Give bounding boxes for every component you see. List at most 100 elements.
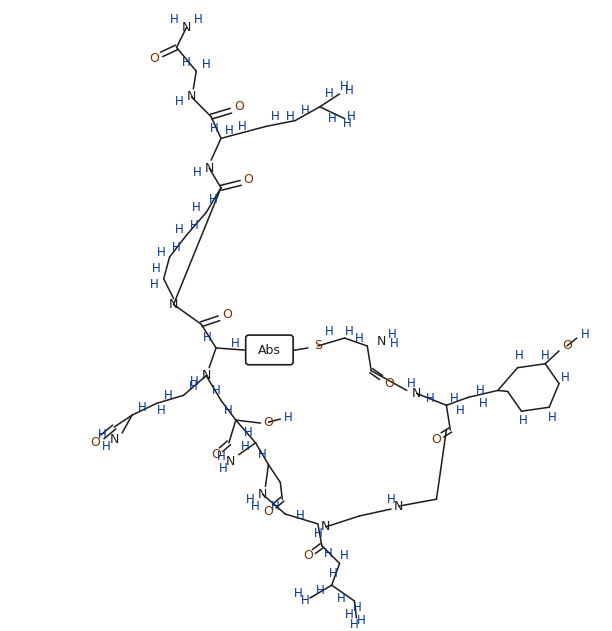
Text: O: O [149, 52, 159, 65]
Text: H: H [157, 404, 166, 416]
Text: H: H [223, 404, 233, 416]
Text: O: O [91, 437, 100, 449]
Text: H: H [202, 58, 211, 71]
Text: H: H [345, 608, 354, 622]
Text: H: H [258, 448, 267, 461]
Text: H: H [350, 618, 359, 631]
Text: Abs: Abs [258, 345, 281, 357]
Text: H: H [98, 428, 106, 442]
Text: H: H [345, 324, 354, 338]
Text: H: H [326, 88, 334, 100]
Text: N: N [321, 521, 330, 533]
Text: H: H [347, 110, 356, 123]
Text: O: O [431, 433, 441, 446]
Text: H: H [426, 392, 435, 405]
Text: N: N [187, 90, 196, 103]
Text: H: H [315, 584, 324, 597]
Text: H: H [189, 380, 198, 393]
Text: H: H [152, 262, 161, 275]
Text: H: H [190, 375, 199, 388]
Text: H: H [138, 401, 146, 414]
Text: N: N [258, 488, 267, 501]
Text: N: N [201, 369, 211, 382]
Text: H: H [218, 462, 227, 475]
Text: H: H [203, 331, 212, 343]
Text: H: H [390, 338, 398, 350]
Text: H: H [210, 122, 218, 135]
Text: H: H [244, 427, 253, 439]
Text: H: H [329, 567, 338, 580]
Text: H: H [175, 223, 184, 236]
Text: H: H [345, 85, 354, 97]
Text: H: H [406, 377, 415, 390]
Text: H: H [157, 245, 166, 259]
Text: N: N [376, 334, 386, 348]
Text: O: O [384, 377, 394, 390]
FancyBboxPatch shape [245, 335, 293, 365]
Text: H: H [102, 440, 111, 453]
Text: H: H [326, 324, 334, 338]
Text: N: N [169, 298, 178, 311]
Text: H: H [251, 500, 260, 512]
Text: N: N [110, 433, 119, 446]
Text: O: O [211, 448, 221, 461]
Text: S: S [314, 339, 322, 353]
Text: N: N [204, 162, 214, 175]
Text: N: N [226, 455, 236, 468]
Text: O: O [264, 416, 274, 428]
Text: H: H [387, 327, 397, 341]
Text: O: O [303, 549, 313, 562]
Text: H: H [343, 117, 352, 130]
Text: H: H [182, 56, 191, 69]
Text: H: H [541, 350, 550, 362]
Text: H: H [231, 336, 239, 350]
Text: H: H [192, 201, 201, 214]
Text: N: N [394, 500, 403, 512]
Text: H: H [271, 110, 280, 123]
Text: H: H [324, 547, 333, 560]
Text: H: H [217, 450, 225, 463]
Text: H: H [286, 110, 294, 123]
Text: H: H [561, 371, 569, 384]
Text: H: H [387, 493, 395, 505]
Text: H: H [340, 81, 349, 93]
Text: H: H [476, 384, 484, 397]
Text: H: H [300, 594, 310, 608]
Text: H: H [241, 440, 250, 453]
Text: H: H [194, 13, 203, 27]
Text: H: H [246, 493, 255, 505]
Text: N: N [182, 21, 191, 34]
Text: H: H [209, 193, 217, 206]
Text: H: H [337, 591, 346, 604]
Text: O: O [264, 505, 274, 517]
Text: H: H [450, 392, 458, 405]
Text: H: H [212, 384, 220, 397]
Text: H: H [271, 500, 280, 512]
Text: H: H [172, 240, 181, 254]
Text: H: H [456, 404, 465, 416]
Text: H: H [149, 278, 158, 291]
Text: O: O [234, 100, 244, 113]
Text: H: H [479, 397, 487, 410]
Text: O: O [244, 174, 253, 186]
Text: O: O [562, 339, 572, 353]
Text: O: O [222, 308, 232, 321]
Text: H: H [238, 120, 247, 133]
Text: H: H [548, 411, 556, 423]
Text: H: H [313, 528, 323, 540]
Text: H: H [225, 124, 233, 137]
Text: H: H [175, 95, 184, 109]
Text: H: H [353, 601, 362, 615]
Text: N: N [412, 387, 422, 400]
Text: H: H [252, 336, 261, 350]
Text: H: H [164, 389, 173, 402]
Text: H: H [193, 167, 201, 179]
Text: H: H [296, 509, 304, 522]
Text: H: H [190, 219, 199, 232]
Text: H: H [515, 350, 524, 362]
Text: H: H [357, 614, 366, 627]
Text: H: H [519, 413, 528, 427]
Text: H: H [328, 112, 337, 125]
Text: H: H [580, 327, 589, 341]
Text: H: H [355, 331, 364, 345]
